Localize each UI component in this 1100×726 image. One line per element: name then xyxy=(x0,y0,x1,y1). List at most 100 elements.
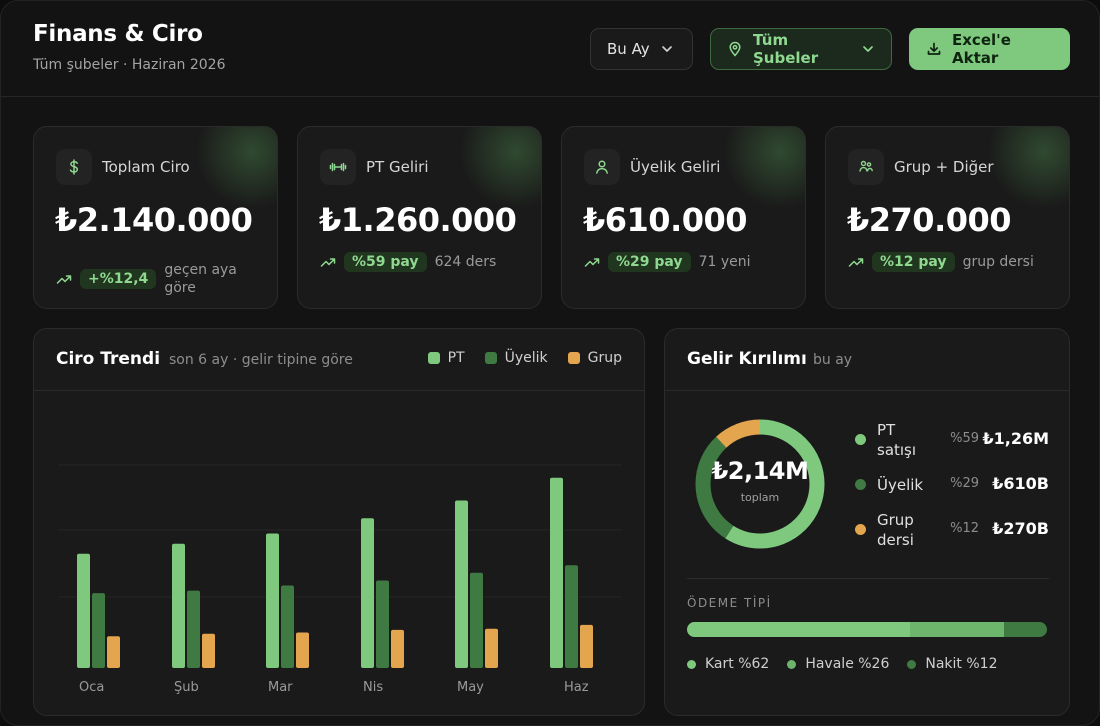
breakdown-row-membership: Üyelik %29 ₺610B xyxy=(853,465,1049,505)
card-glow xyxy=(989,127,1069,207)
breakdown-name: PT satışı xyxy=(877,420,916,460)
breakdown-row-group: Grup dersi %12 ₺270B xyxy=(853,510,1049,550)
breakdown-pct: %29 xyxy=(950,476,979,491)
legend-item-group: Grup xyxy=(567,350,622,366)
breakdown-row-pt: PT satışı %59 ₺1,26M xyxy=(853,420,1049,460)
payment-legend-cash: Nakit %12 xyxy=(907,656,997,672)
legend-swatch xyxy=(427,352,440,364)
panel-title: Gelir Kırılımı xyxy=(687,349,807,369)
x-tick-label: May xyxy=(457,680,484,695)
branch-dropdown[interactable]: Tüm Şubeler xyxy=(710,28,892,70)
kpi-badge: %29 pay xyxy=(608,252,691,272)
revenue-breakdown-panel: Gelir Kırılımı bu ay ₺2,14M toplam PT sat… xyxy=(664,328,1070,716)
payment-label: Kart %62 xyxy=(705,656,770,672)
payment-type-title: ÖDEME TİPİ xyxy=(687,596,772,610)
bar-pt-3 xyxy=(361,518,374,668)
page-subtitle: Tüm şubeler · Haziran 2026 xyxy=(33,57,226,73)
kpi-card-group-other-revenue: Grup + Diğer ₺270.000 %12 pay grup dersi xyxy=(825,126,1070,309)
breakdown-pct: %12 xyxy=(950,521,979,536)
legend-item-membership: Üyelik xyxy=(484,350,548,366)
location-pin-icon xyxy=(729,41,741,57)
trend-up-icon xyxy=(56,275,72,284)
kpi-note-line2: göre xyxy=(164,280,196,296)
breakdown-amount: ₺1,26M xyxy=(982,429,1049,448)
bar-grup-2 xyxy=(296,632,309,668)
card-glow xyxy=(197,127,277,207)
period-label: Bu Ay xyxy=(607,40,650,58)
bar-grup-0 xyxy=(107,636,120,668)
breakdown-amount: ₺270B xyxy=(992,519,1049,538)
export-label: Excel'e Aktar xyxy=(952,31,1011,67)
kpi-trend: +%12,4 geçen aya göre xyxy=(56,261,237,297)
kpi-badge: %12 pay xyxy=(872,252,955,272)
kpi-label: Grup + Diğer xyxy=(894,158,994,176)
bar-üyelik-0 xyxy=(92,593,105,668)
download-icon xyxy=(927,42,941,55)
payment-legend-card: Kart %62 xyxy=(687,656,769,672)
bar-grup-1 xyxy=(202,633,215,668)
kpi-value: ₺610.000 xyxy=(583,201,748,239)
breakdown-name: Üyelik xyxy=(877,476,924,494)
donut-segment-2 xyxy=(695,419,825,549)
bar-grup-3 xyxy=(391,629,404,668)
kpi-card-total-revenue: Toplam Ciro ₺2.140.000 +%12,4 geçen aya g… xyxy=(33,126,278,309)
kpi-trend: %29 pay 71 yeni xyxy=(584,252,751,272)
payment-label: Havale %26 xyxy=(805,656,890,672)
kpi-note: 71 yeni xyxy=(698,254,751,270)
panel-header: Ciro Trendi son 6 ay · gelir tipine göre… xyxy=(34,329,644,391)
breakdown-amount: ₺610B xyxy=(992,474,1049,493)
page-title: Finans & Ciro xyxy=(33,21,203,47)
chart-legend: PT Üyelik Grup xyxy=(427,350,622,366)
bar-pt-1 xyxy=(172,543,185,668)
x-tick-label: Mar xyxy=(268,680,293,695)
kpi-card-membership-revenue: Üyelik Geliri ₺610.000 %29 pay 71 yeni xyxy=(561,126,806,309)
kpi-card-pt-revenue: PT Geliri ₺1.260.000 %59 pay 624 ders xyxy=(297,126,542,309)
payment-bar-segment-1 xyxy=(910,622,1004,637)
bar-pt-2 xyxy=(266,533,279,668)
chevron-down-icon xyxy=(863,46,873,52)
payment-bar-segment-2 xyxy=(1003,622,1047,637)
bar-grup-5 xyxy=(580,624,593,668)
bar-üyelik-1 xyxy=(187,590,200,668)
breakdown-name-line1: PT xyxy=(877,421,896,439)
divider xyxy=(687,578,1049,579)
donut-center-label: toplam xyxy=(740,491,780,504)
legend-label: PT xyxy=(447,350,465,366)
legend-swatch xyxy=(484,352,497,364)
breakdown-dot xyxy=(855,524,866,535)
x-tick-label: Nis xyxy=(363,680,383,695)
panel-subtitle: son 6 ay · gelir tipine göre xyxy=(169,352,353,368)
revenue-trend-panel: Ciro Trendi son 6 ay · gelir tipine göre… xyxy=(33,328,645,716)
users-icon xyxy=(848,149,884,185)
period-dropdown[interactable]: Bu Ay xyxy=(590,28,693,70)
export-excel-button[interactable]: Excel'e Aktar xyxy=(909,28,1070,70)
kpi-badge: %59 pay xyxy=(344,252,427,272)
user-icon xyxy=(584,149,620,185)
payment-legend-transfer: Havale %26 xyxy=(787,656,889,672)
kpi-note: grup dersi xyxy=(962,254,1034,270)
breakdown-name: Grup dersi xyxy=(877,510,914,550)
donut-center-value: ₺2,14M xyxy=(711,457,809,485)
bar-üyelik-4 xyxy=(470,572,483,668)
chevron-down-icon xyxy=(661,46,672,52)
kpi-badge: +%12,4 xyxy=(80,269,157,289)
kpi-label: Toplam Ciro xyxy=(102,158,190,176)
bar-üyelik-2 xyxy=(281,585,294,668)
breakdown-dot xyxy=(855,434,866,445)
breakdown-pct: %59 xyxy=(950,431,979,446)
payment-dot xyxy=(687,659,696,669)
kpi-note: 624 ders xyxy=(434,254,497,270)
x-tick-label: Haz xyxy=(564,680,589,695)
dollar-icon xyxy=(56,149,92,185)
payment-dot xyxy=(907,659,917,669)
bar-pt-5 xyxy=(550,477,563,668)
payment-legend: Kart %62 Havale %26 Nakit %12 xyxy=(687,656,997,672)
kpi-trend: %12 pay grup dersi xyxy=(848,252,1034,272)
panel-title: Ciro Trendi xyxy=(56,349,161,369)
kpi-label: Üyelik Geliri xyxy=(630,158,721,176)
kpi-value: ₺1.260.000 xyxy=(319,201,517,239)
breakdown-name-line2: satışı xyxy=(877,441,917,459)
legend-swatch xyxy=(567,352,580,364)
kpi-value: ₺2.140.000 xyxy=(55,201,253,239)
